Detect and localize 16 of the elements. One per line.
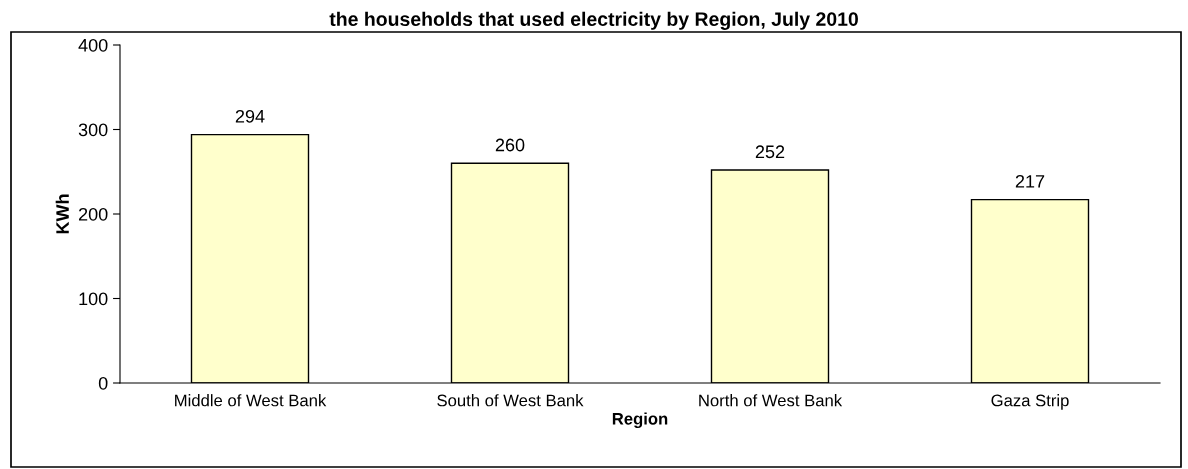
chart-title: the households that used electricity by Region, July 2010 xyxy=(329,11,858,30)
y-axis-title: KWh xyxy=(55,194,69,234)
y-tick-label: 100 xyxy=(79,292,108,306)
x-axis-title: Region xyxy=(612,412,668,429)
y-tick-label: 200 xyxy=(78,207,108,221)
x-tick-label: Middle of West Bank xyxy=(175,394,327,407)
x-tick-label: Gaza Strip xyxy=(991,394,1069,410)
y-tick-label: 0 xyxy=(98,376,108,390)
data-label: 260 xyxy=(495,138,525,152)
data-label: 252 xyxy=(755,145,785,159)
data-label: 217 xyxy=(1015,174,1045,188)
y-tick-label: 400 xyxy=(78,38,108,52)
x-tick-label: South of West Bank xyxy=(437,394,584,407)
x-tick-label: North of West Bank xyxy=(699,394,843,407)
y-tick-label: 300 xyxy=(78,123,108,137)
data-label: 294 xyxy=(235,109,265,123)
